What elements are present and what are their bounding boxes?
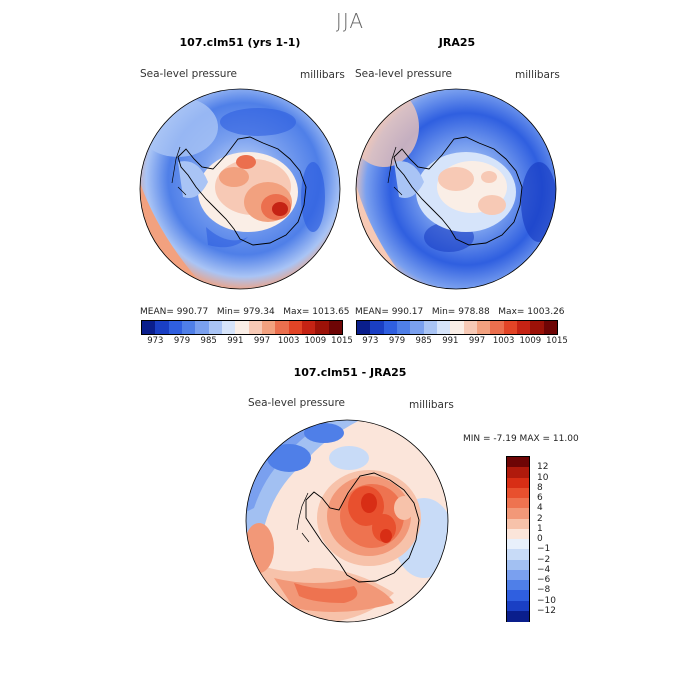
diff-colorbar-label: 10 <box>537 472 549 483</box>
colorbar-tick-label: 1003 <box>492 336 515 346</box>
diff-units: millibars <box>409 399 454 411</box>
diff-colorbar-label: −4 <box>537 564 551 575</box>
colorbar-swatch <box>543 321 558 334</box>
colorbar-tick-label: 997 <box>468 336 486 346</box>
diff-colorbar-label: 2 <box>537 513 543 524</box>
figure-title: JJA <box>335 9 365 33</box>
panel1-max: Max= 1013.65 <box>283 307 350 317</box>
panel2-units: millibars <box>515 69 560 81</box>
colorbar-tick-label: 985 <box>415 336 432 346</box>
colorbar-tick-label: 997 <box>253 336 271 346</box>
colorbar-tick-label: 1009 <box>519 336 542 346</box>
colorbar-tick-label: 973 <box>362 336 379 346</box>
diff-variable: Sea-level pressure <box>248 397 346 409</box>
panel1-variable: Sea-level pressure <box>140 68 238 80</box>
colorbar-tick-label: 979 <box>173 336 191 346</box>
colorbar-tick-label: 973 <box>147 336 164 346</box>
colorbar-tick-label: 985 <box>200 336 217 346</box>
diff-colorbar-label: 0 <box>537 534 543 544</box>
colorbar-swatch <box>328 321 343 334</box>
panel2-map <box>355 88 557 290</box>
panel2-max: Max= 1003.26 <box>498 307 565 317</box>
panel2-min: Min= 978.88 <box>431 307 490 317</box>
diff-title: 107.clm51 - JRA25 <box>293 366 407 379</box>
diff-colorbar-label: −2 <box>537 554 551 565</box>
diff-colorbar-label: −6 <box>537 575 551 585</box>
panel1-colorbar-ticks: 973 979 985 991 997 1003 1009 1015 <box>142 336 353 348</box>
colorbar-tick-label: 979 <box>388 336 406 346</box>
diff-colorbar <box>506 456 530 622</box>
panel2-colorbar <box>356 320 558 335</box>
colorbar-tick-label: 991 <box>442 336 459 346</box>
panel1-units: millibars <box>300 69 345 81</box>
panel1-colorbar <box>141 320 343 335</box>
colorbar-tick-label: 1015 <box>546 336 568 346</box>
panel1-mean: MEAN= 990.77 <box>140 307 209 317</box>
colorbar-tick-label: 1009 <box>304 336 327 346</box>
colorbar-tick-label: 1015 <box>331 336 353 346</box>
panel1-map <box>139 88 341 290</box>
panel2-title: JRA25 <box>438 36 476 49</box>
colorbar-tick-label: 991 <box>227 336 244 346</box>
diff-stats: MIN = -7.19 MAX = 11.00 <box>463 434 579 444</box>
diff-colorbar-label: 1 <box>537 523 543 534</box>
diff-colorbar-label: 8 <box>537 482 543 493</box>
diff-colorbar-swatch <box>507 610 529 622</box>
diff-colorbar-label: −10 <box>537 595 556 606</box>
diff-colorbar-label: −8 <box>537 585 551 596</box>
panel2-mean: MEAN= 990.17 <box>355 307 424 317</box>
diff-colorbar-label: 6 <box>537 493 543 503</box>
panel1-min: Min= 979.34 <box>216 307 275 317</box>
diff-colorbar-label: 12 <box>537 462 549 473</box>
diff-colorbar-label: 4 <box>537 503 543 514</box>
panel1-title: 107.clm51 (yrs 1-1) <box>179 36 301 49</box>
colorbar-tick-label: 1003 <box>277 336 300 346</box>
diff-colorbar-labels: 12 10 8 6 4 2 1 0 −1 −2 −4 −6 −8 −10 −12 <box>507 457 567 621</box>
panel2-colorbar-ticks: 973 979 985 991 997 1003 1009 1015 <box>357 336 568 348</box>
panel2-variable: Sea-level pressure <box>355 68 453 80</box>
diff-colorbar-label: −12 <box>537 605 556 616</box>
diff-colorbar-label: −1 <box>537 544 551 555</box>
diff-map <box>245 419 449 623</box>
